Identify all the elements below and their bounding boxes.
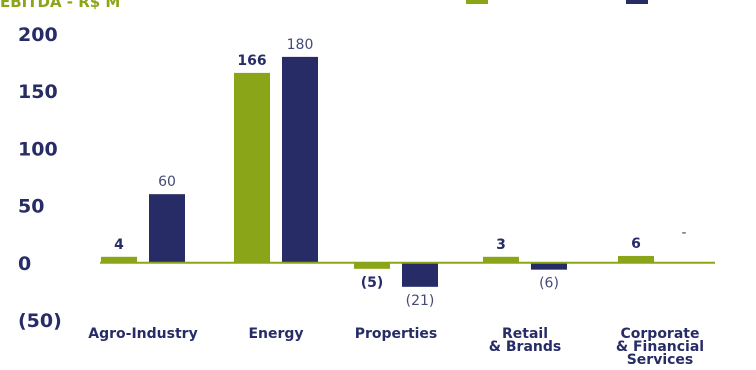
y-tick-label: 150 (18, 81, 58, 103)
data-label: (6) (539, 276, 559, 292)
y-tick-label: (50) (18, 310, 62, 332)
y-tick-label: 100 (18, 138, 58, 160)
y-tick-label: 200 (18, 24, 58, 46)
bar (234, 72, 270, 263)
y-tick-label: 50 (18, 196, 44, 218)
bar (149, 194, 185, 263)
x-tick-label: Properties (355, 326, 438, 342)
data-label: 6 (631, 236, 641, 252)
y-tick-label: 0 (18, 253, 31, 275)
data-label: 60 (158, 174, 176, 190)
legend-swatch-navy (626, 0, 648, 4)
data-label: (5) (361, 275, 384, 291)
data-label: - (681, 225, 686, 241)
bar (618, 255, 654, 263)
x-tick-label: Retail & Brands (489, 326, 561, 355)
bar (282, 56, 318, 263)
x-tick-label: Corporate & Financial Services (616, 326, 704, 368)
x-tick-label: Energy (248, 326, 303, 342)
legend-swatch-green (466, 0, 488, 4)
bar (483, 256, 519, 263)
bar (531, 262, 567, 270)
bar (101, 256, 137, 263)
x-tick-label: Agro-Industry (88, 326, 197, 342)
bar (402, 262, 438, 287)
data-label: 4 (114, 237, 124, 253)
data-label: 3 (496, 237, 506, 253)
data-label: (21) (406, 293, 435, 309)
data-label: 166 (237, 53, 266, 69)
chart-title: EBITDA - R$ M (0, 0, 121, 11)
bar (354, 262, 390, 269)
data-label: 180 (287, 37, 314, 53)
